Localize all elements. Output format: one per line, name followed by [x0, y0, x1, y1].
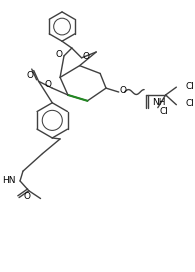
- Text: NH: NH: [152, 98, 165, 107]
- Text: O: O: [119, 86, 126, 95]
- Text: O: O: [24, 192, 31, 201]
- Text: Cl: Cl: [185, 82, 194, 91]
- Text: O: O: [83, 52, 90, 61]
- Text: O: O: [56, 50, 63, 59]
- Text: O: O: [45, 80, 52, 89]
- Text: HN: HN: [3, 177, 16, 186]
- Text: Cl: Cl: [185, 99, 194, 108]
- Text: O: O: [26, 71, 33, 80]
- Text: Cl: Cl: [160, 107, 169, 116]
